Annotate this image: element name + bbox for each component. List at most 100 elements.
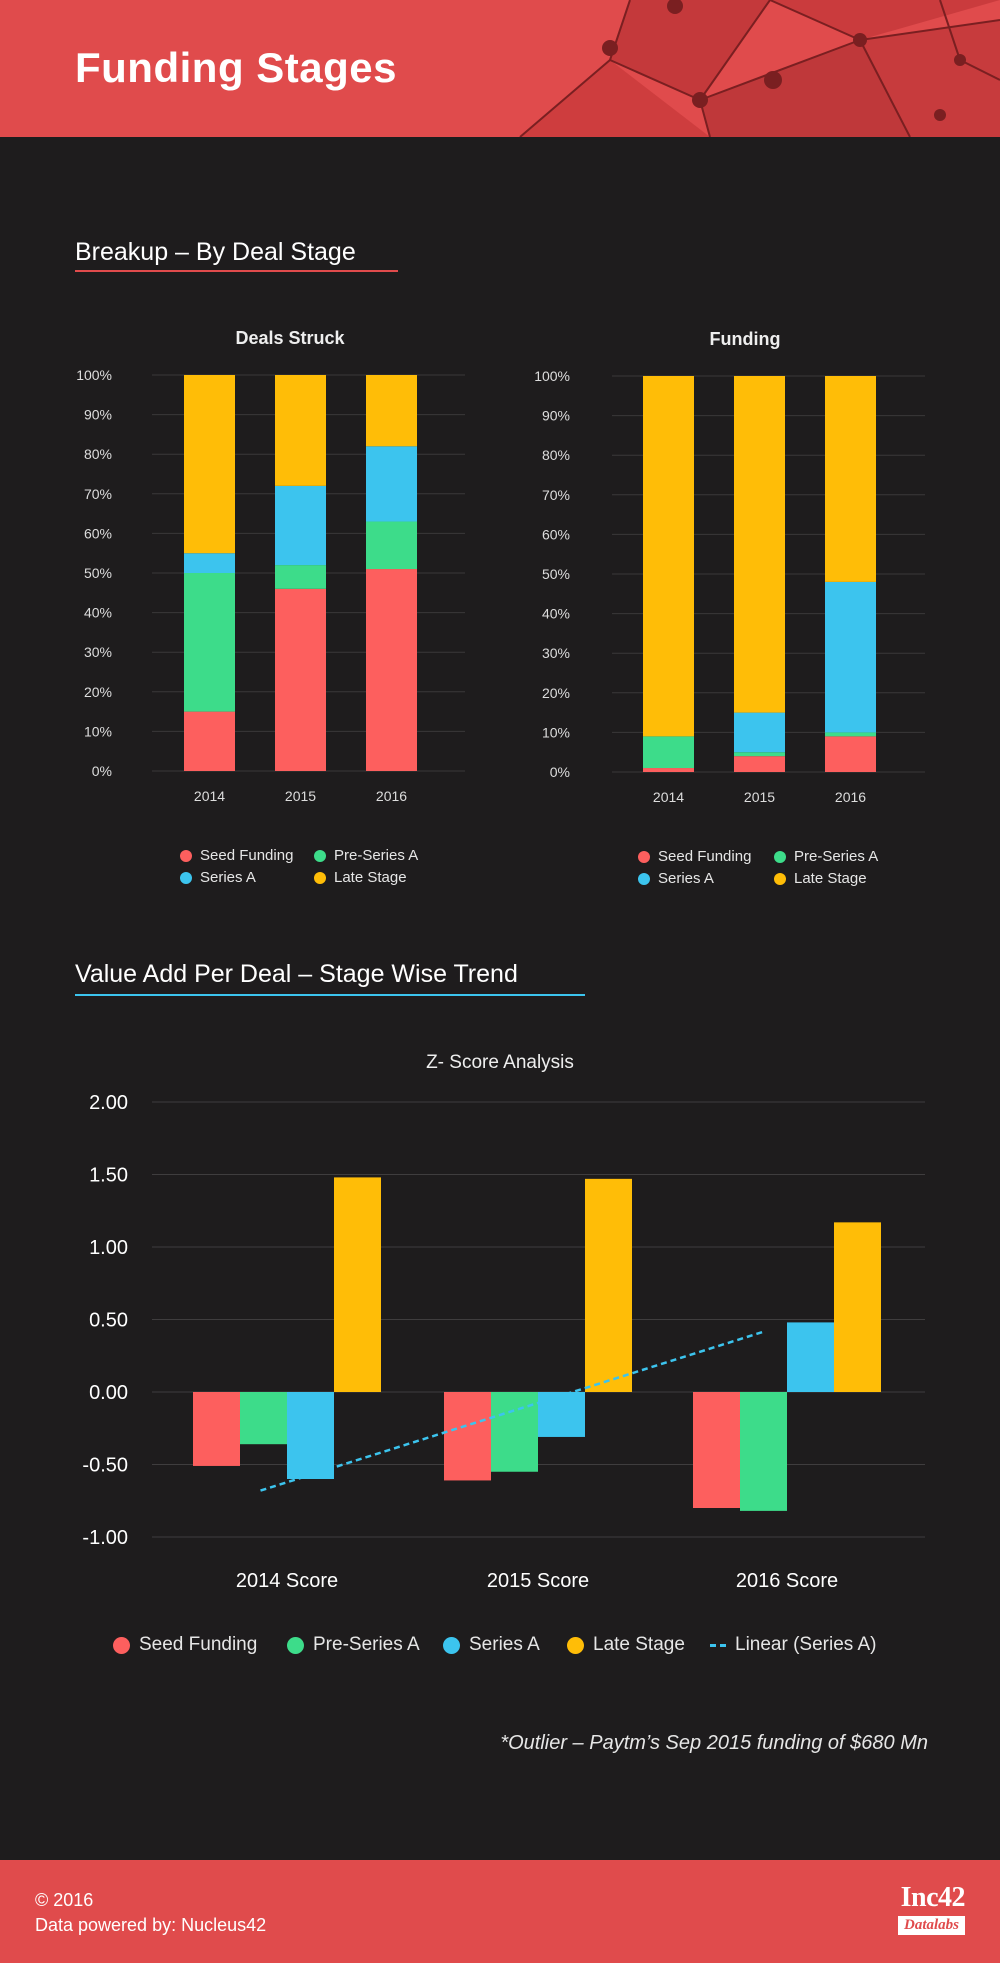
y-tick-label: 2.00 xyxy=(89,1092,128,1114)
x-tick-label: 2014 xyxy=(194,788,225,804)
x-tick-label: 2015 xyxy=(744,789,775,805)
legend-deals-struck: Seed Funding Pre-Series A Series A Late … xyxy=(180,847,460,893)
chart-title: Z- Score Analysis xyxy=(426,1052,574,1073)
bar xyxy=(240,1392,287,1445)
y-tick-label: 100% xyxy=(534,368,570,384)
late-stage-dot-icon xyxy=(774,872,786,885)
chart-title: Funding xyxy=(710,329,781,349)
bar xyxy=(287,1392,334,1479)
bar xyxy=(740,1392,787,1511)
pre-series-dot-icon xyxy=(287,1636,304,1654)
legend-label: Late Stage xyxy=(334,869,407,886)
x-tick-label: 2015 xyxy=(285,788,316,804)
series-a-dot-icon xyxy=(180,871,192,884)
section-title-value-add: Value Add Per Deal – Stage Wise Trend xyxy=(75,960,518,988)
section-underline xyxy=(75,270,398,272)
pre-series-dot-icon xyxy=(314,849,326,862)
y-tick-label: 0.50 xyxy=(89,1310,128,1332)
series-a-dot-icon xyxy=(443,1636,460,1654)
dashed-line-icon xyxy=(710,1643,726,1647)
bar xyxy=(538,1392,585,1437)
bar-segment xyxy=(275,565,326,589)
bar xyxy=(787,1322,834,1392)
x-tick-label: 2016 Score xyxy=(736,1570,838,1592)
seed-dot-icon xyxy=(180,849,192,862)
y-tick-label: 80% xyxy=(542,447,570,463)
y-tick-label: 50% xyxy=(84,565,112,581)
bar-segment xyxy=(366,446,417,522)
legend-label: Seed Funding xyxy=(139,1634,258,1655)
bar-segment xyxy=(366,375,417,447)
late-stage-dot-icon xyxy=(567,1636,584,1654)
legend-label: Series A xyxy=(200,869,256,886)
bar-segment xyxy=(184,553,235,573)
y-tick-label: 30% xyxy=(542,645,570,661)
y-tick-label: 0.00 xyxy=(89,1382,128,1404)
legend-label: Late Stage xyxy=(593,1634,685,1655)
y-tick-label: 100% xyxy=(76,367,112,383)
bar-segment xyxy=(275,375,326,486)
seed-dot-icon xyxy=(638,850,650,863)
bar-segment xyxy=(643,376,694,737)
bar-segment xyxy=(184,375,235,554)
section-title-breakup: Breakup – By Deal Stage xyxy=(75,238,356,266)
section-underline xyxy=(75,994,585,996)
legend-label: Series A xyxy=(658,870,714,887)
legend-label: Linear (Series A) xyxy=(735,1634,877,1655)
y-tick-label: 30% xyxy=(84,644,112,660)
y-tick-label: 90% xyxy=(542,408,570,424)
y-tick-label: 70% xyxy=(542,487,570,503)
legend-label: Late Stage xyxy=(794,870,867,887)
series-a-dot-icon xyxy=(638,872,650,885)
y-tick-label: 40% xyxy=(542,606,570,622)
legend-label: Seed Funding xyxy=(658,848,752,865)
bar-segment xyxy=(734,376,785,713)
seed-dot-icon xyxy=(113,1636,130,1654)
bar-segment xyxy=(184,711,235,771)
y-tick-label: 20% xyxy=(84,684,112,700)
bar-segment xyxy=(643,768,694,772)
bar-segment xyxy=(825,376,876,582)
legend-item-late: Late Stage xyxy=(774,870,867,887)
y-tick-label: 20% xyxy=(542,685,570,701)
y-tick-label: -0.50 xyxy=(82,1455,128,1477)
x-tick-label: 2016 xyxy=(835,789,866,805)
legend-funding: Seed Funding Pre-Series A Series A Late … xyxy=(638,848,918,894)
copyright: © 2016 xyxy=(35,1890,94,1910)
network-pattern-decoration xyxy=(519,0,1000,137)
x-tick-label: 2014 xyxy=(653,789,684,805)
y-tick-label: 10% xyxy=(84,723,112,739)
legend-label: Pre-Series A xyxy=(334,847,419,864)
chart-title: Deals Struck xyxy=(235,328,345,348)
y-tick-label: 0% xyxy=(92,763,112,779)
x-tick-label: 2016 xyxy=(376,788,407,804)
bar-segment xyxy=(184,573,235,712)
trendline xyxy=(260,1329,766,1492)
y-tick-label: 0% xyxy=(550,764,570,780)
legend-item-seed: Seed Funding xyxy=(113,1634,257,1656)
y-tick-label: 60% xyxy=(542,526,570,542)
bar-segment xyxy=(734,712,785,753)
footer: © 2016 Data powered by: Nucleus42 Inc42 … xyxy=(0,1860,1000,1963)
legend-label: Pre-Series A xyxy=(313,1634,420,1655)
bar-segment xyxy=(366,521,417,570)
legend-item-pre: Pre-Series A xyxy=(287,1634,420,1656)
logo-sub: Datalabs xyxy=(897,1916,965,1935)
y-tick-label: 90% xyxy=(84,407,112,423)
logo-brand: Inc42 xyxy=(900,1882,966,1913)
legend-item-late: Late Stage xyxy=(567,1634,685,1656)
y-tick-label: 80% xyxy=(84,446,112,462)
bar xyxy=(834,1222,881,1392)
bar-segment xyxy=(825,732,876,737)
bar xyxy=(193,1392,240,1466)
legend-item-series-a: Series A xyxy=(180,869,256,886)
bar-segment xyxy=(275,588,326,771)
legend-z-score: Seed Funding Pre-Series A Series A Late … xyxy=(0,1634,1000,1664)
y-tick-label: 1.50 xyxy=(89,1165,128,1187)
inc42-logo: Inc42 Datalabs xyxy=(873,1882,966,1938)
x-tick-label: 2015 Score xyxy=(487,1570,589,1592)
legend-item-seed: Seed Funding xyxy=(180,847,293,864)
bar xyxy=(444,1392,491,1481)
bar-segment xyxy=(825,736,876,772)
